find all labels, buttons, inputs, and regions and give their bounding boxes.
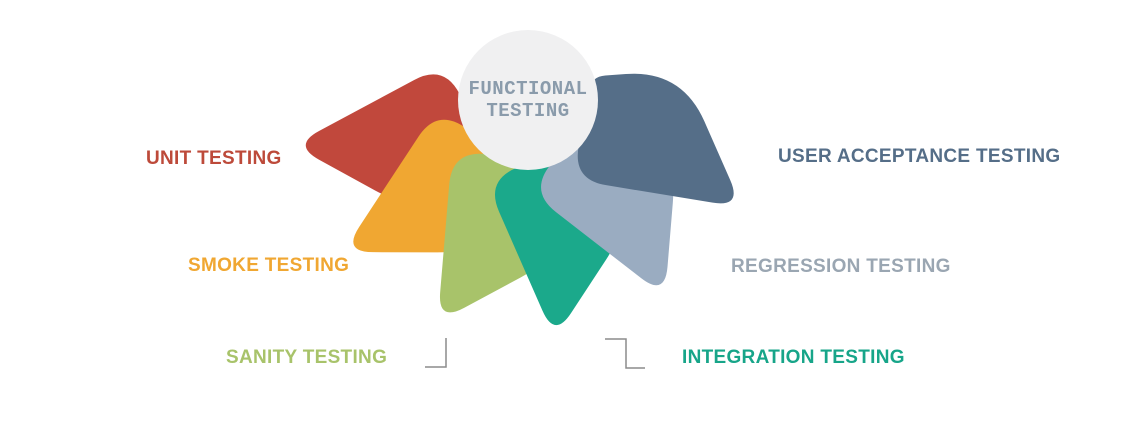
svg-text:FUNCTIONAL: FUNCTIONAL bbox=[468, 78, 587, 100]
svg-text:TESTING: TESTING bbox=[486, 100, 569, 122]
